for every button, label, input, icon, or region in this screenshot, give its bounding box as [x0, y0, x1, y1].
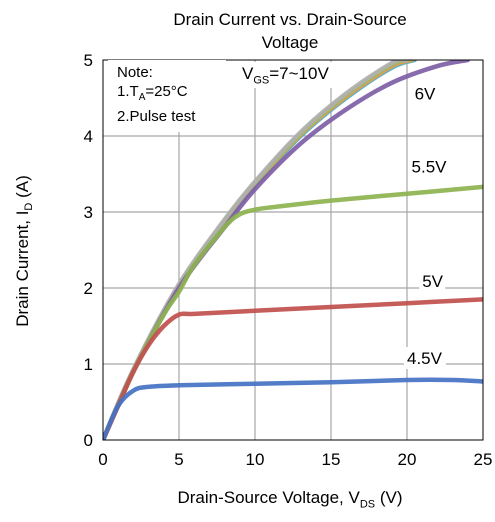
y-tick-label: 4 — [84, 127, 93, 146]
x-axis-label: Drain-Source Voltage, VDS (V) — [100, 488, 480, 510]
ylabel-sub: D — [23, 203, 35, 211]
y-tick-label: 0 — [84, 431, 93, 450]
x-tick-label: 20 — [398, 450, 417, 469]
curve-label-5V: 5V — [422, 272, 443, 291]
vgs-range-label: VGS=7~10V — [238, 62, 333, 88]
vgs-label-sub: GS — [253, 74, 269, 86]
y-tick-label: 2 — [84, 279, 93, 298]
chart-title-line1: Drain Current vs. Drain-Source — [173, 10, 406, 29]
x-tick-label: 15 — [322, 450, 341, 469]
series-line-4_5V — [103, 380, 483, 440]
note-title: Note: — [117, 63, 226, 82]
curve-labels: 6V 5.5V 5V 4.5V — [404, 83, 453, 369]
curve-label-4_5V: 4.5V — [407, 349, 443, 368]
note-line1-post: =25°C — [145, 83, 187, 100]
y-tick-label: 1 — [84, 355, 93, 374]
xlabel-unit: (V) — [375, 488, 402, 507]
chart-title-line2: Voltage — [262, 33, 319, 52]
xlabel-main: Drain-Source Voltage, V — [177, 488, 359, 507]
note-line1: 1.TA=25°C — [117, 82, 226, 107]
ylabel-main: Drain Current, I — [13, 211, 32, 327]
x-tick-label: 10 — [246, 450, 265, 469]
y-axis-label: Drain Current, ID (A) — [6, 0, 36, 522]
ylabel-unit: (A) — [13, 175, 32, 202]
vgs-label-pre: V — [242, 64, 253, 83]
curve-label-5_5V: 5.5V — [412, 157, 448, 176]
curve-label-6V: 6V — [415, 85, 436, 104]
x-tick-label: 0 — [98, 450, 107, 469]
note-box: Note: 1.TA=25°C 2.Pulse test — [108, 60, 226, 132]
note-line1-pre: 1.T — [117, 83, 139, 100]
svg-text:Drain Current, ID (A): Drain Current, ID (A) — [13, 175, 35, 327]
y-tick-label: 5 — [84, 51, 93, 70]
note-line2: 2.Pulse test — [117, 107, 226, 126]
vgs-label-post: =7~10V — [269, 64, 329, 83]
xlabel-sub: DS — [360, 498, 375, 510]
x-tick-label: 5 — [174, 450, 183, 469]
y-tick-label: 3 — [84, 203, 93, 222]
x-tick-label: 25 — [474, 450, 493, 469]
